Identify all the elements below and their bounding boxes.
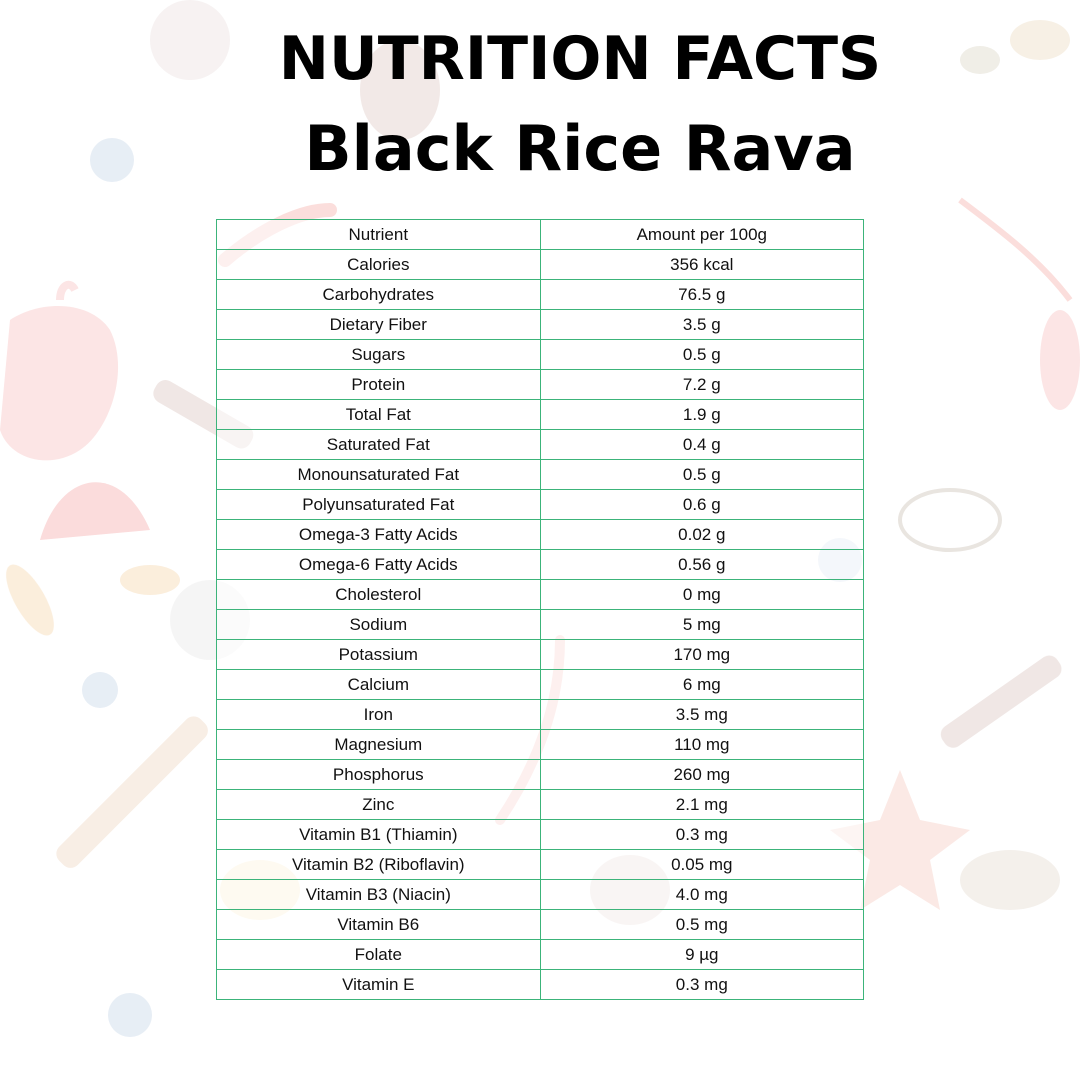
table-row: Calcium 6 mg <box>216 669 865 700</box>
nutrition-table: Nutrient Amount per 100g Calories 356 kca… <box>216 219 865 1000</box>
nutrient-amount: 1.9 g <box>539 399 865 430</box>
spice-mound-icon <box>40 482 150 540</box>
table-row: Vitamin B6 0.5 mg <box>216 909 865 940</box>
nutrient-name: Polyunsaturated Fat <box>216 489 541 520</box>
table-row: Phosphorus 260 mg <box>216 759 865 790</box>
nutrient-name: Total Fat <box>216 399 541 430</box>
nutrient-amount: 0.4 g <box>539 429 865 460</box>
nutrient-name: Vitamin E <box>216 969 541 1000</box>
nutrient-name: Monounsaturated Fat <box>216 459 541 490</box>
table-row: Vitamin B2 (Riboflavin) 0.05 mg <box>216 849 865 880</box>
table-row: Monounsaturated Fat 0.5 g <box>216 459 865 490</box>
table-header-row: Nutrient Amount per 100g <box>216 219 865 250</box>
nutrient-name: Sugars <box>216 339 541 370</box>
product-name: Black Rice Rava <box>304 112 856 185</box>
nutrient-name: Omega-6 Fatty Acids <box>216 549 541 580</box>
table-row: Sodium 5 mg <box>216 609 865 640</box>
nutrient-name: Phosphorus <box>216 759 541 790</box>
nutrient-name: Carbohydrates <box>216 279 541 310</box>
nutrient-name: Cholesterol <box>216 579 541 610</box>
table-row: Vitamin B1 (Thiamin) 0.3 mg <box>216 819 865 850</box>
nutrient-name: Calcium <box>216 669 541 700</box>
page-title: NUTRITION FACTS <box>278 24 882 94</box>
nutrient-amount: 0.5 mg <box>539 909 865 940</box>
table-row: Cholesterol 0 mg <box>216 579 865 610</box>
table-row: Folate 9 µg <box>216 939 865 970</box>
nutrient-amount: 0 mg <box>539 579 865 610</box>
table-row: Omega-3 Fatty Acids 0.02 g <box>216 519 865 550</box>
nutrient-name: Vitamin B1 (Thiamin) <box>216 819 541 850</box>
nutrient-amount: 76.5 g <box>539 279 865 310</box>
table-row: Protein 7.2 g <box>216 369 865 400</box>
nutrient-amount: 4.0 mg <box>539 879 865 910</box>
nutrient-amount: 9 µg <box>539 939 865 970</box>
nutrient-amount: 2.1 mg <box>539 789 865 820</box>
nutrient-amount: 0.05 mg <box>539 849 865 880</box>
nutrient-name: Vitamin B6 <box>216 909 541 940</box>
nutrient-name: Saturated Fat <box>216 429 541 460</box>
nutrient-amount: 7.2 g <box>539 369 865 400</box>
nutrient-name: Vitamin B3 (Niacin) <box>216 879 541 910</box>
nutrient-name: Folate <box>216 939 541 970</box>
nutrient-amount: 0.6 g <box>539 489 865 520</box>
nutrient-name: Omega-3 Fatty Acids <box>216 519 541 550</box>
nutrient-amount: 0.3 mg <box>539 819 865 850</box>
blueberry-icon <box>90 138 134 182</box>
nutrient-amount: 0.3 mg <box>539 969 865 1000</box>
table-row: Dietary Fiber 3.5 g <box>216 309 865 340</box>
nutrient-amount: 5 mg <box>539 609 865 640</box>
table-row: Sugars 0.5 g <box>216 339 865 370</box>
nutrient-amount: 0.02 g <box>539 519 865 550</box>
table-row: Vitamin B3 (Niacin) 4.0 mg <box>216 879 865 910</box>
nutrient-name: Magnesium <box>216 729 541 760</box>
nutrient-amount: 260 mg <box>539 759 865 790</box>
bell-pepper-icon <box>0 306 119 461</box>
nutrient-name: Zinc <box>216 789 541 820</box>
nutrient-amount: 6 mg <box>539 669 865 700</box>
table-row: Zinc 2.1 mg <box>216 789 865 820</box>
table-row: Iron 3.5 mg <box>216 699 865 730</box>
table-row: Total Fat 1.9 g <box>216 399 865 430</box>
nutrient-amount: 356 kcal <box>539 249 865 280</box>
nutrient-name: Vitamin B2 (Riboflavin) <box>216 849 541 880</box>
table-row: Vitamin E 0.3 mg <box>216 969 865 1000</box>
nutrient-name: Potassium <box>216 639 541 670</box>
table-row: Carbohydrates 76.5 g <box>216 279 865 310</box>
table-row: Calories 356 kcal <box>216 249 865 280</box>
nutrient-amount: 0.5 g <box>539 339 865 370</box>
table-row: Saturated Fat 0.4 g <box>216 429 865 460</box>
star-anise-icon <box>830 770 970 910</box>
nutrient-name: Calories <box>216 249 541 280</box>
table-row: Magnesium 110 mg <box>216 729 865 760</box>
nutrient-amount: 3.5 g <box>539 309 865 340</box>
column-header-nutrient: Nutrient <box>216 219 541 250</box>
nutrient-name: Protein <box>216 369 541 400</box>
nutrient-name: Dietary Fiber <box>216 309 541 340</box>
column-header-amount: Amount per 100g <box>539 219 865 250</box>
nutrient-name: Sodium <box>216 609 541 640</box>
cardamom-icon <box>898 488 1002 552</box>
table-row: Omega-6 Fatty Acids 0.56 g <box>216 549 865 580</box>
nutrient-amount: 170 mg <box>539 639 865 670</box>
table-row: Potassium 170 mg <box>216 639 865 670</box>
nutrient-amount: 0.5 g <box>539 459 865 490</box>
table-row: Polyunsaturated Fat 0.6 g <box>216 489 865 520</box>
nutrient-amount: 110 mg <box>539 729 865 760</box>
nutrient-amount: 0.56 g <box>539 549 865 580</box>
nutrient-amount: 3.5 mg <box>539 699 865 730</box>
nutrient-name: Iron <box>216 699 541 730</box>
